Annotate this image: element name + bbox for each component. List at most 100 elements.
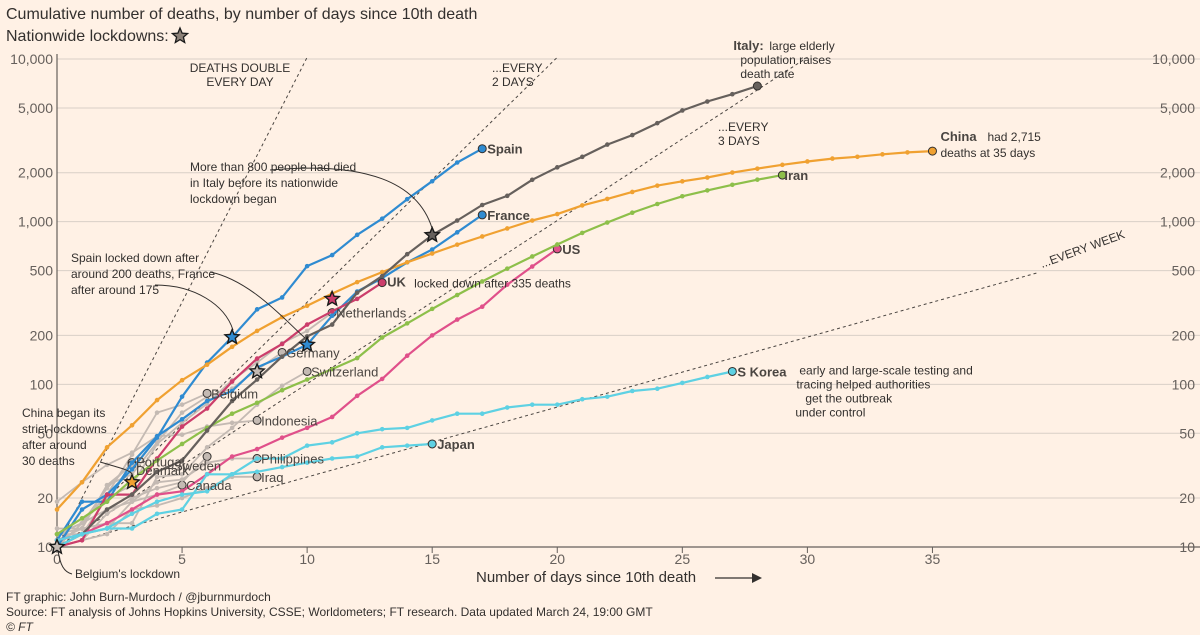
footer-source: Source: FT analysis of Johns Hopkins Uni… — [6, 605, 653, 619]
point-italy — [730, 91, 735, 97]
point-s-korea — [705, 374, 710, 380]
point-japan — [229, 471, 235, 477]
series-note-italy: large elderly — [769, 39, 834, 53]
x-tick-label: 35 — [925, 551, 941, 567]
y-tick-label-left: 200 — [30, 327, 54, 343]
point-uk — [329, 309, 335, 314]
point-iran — [680, 193, 685, 199]
lockdown-star-germany-icon — [248, 362, 266, 379]
lockdown-legend-star-icon — [170, 26, 190, 44]
point-spain — [129, 467, 135, 472]
point-uk — [279, 341, 285, 347]
point-iran — [655, 201, 660, 207]
point-iran — [404, 321, 410, 326]
point-iran — [379, 335, 385, 340]
point-japan — [104, 526, 110, 531]
point-italy — [655, 120, 660, 126]
series-label-germany: Germany — [286, 345, 340, 360]
y-tick-label-left: 10,000 — [10, 51, 53, 67]
series-label-italy: Italy: — [733, 38, 763, 53]
point-iran — [179, 441, 185, 447]
lockdown-star-spain-icon — [223, 327, 241, 345]
point-italy — [254, 377, 260, 382]
series-label-france: France — [487, 208, 530, 223]
point-switzerland — [302, 366, 312, 376]
series-label-spain: Spain — [487, 142, 522, 157]
point-italy — [379, 273, 385, 279]
footer-copyright: © FT — [6, 620, 35, 634]
point-france — [477, 210, 487, 220]
point-iraq — [104, 531, 110, 537]
point-iran — [54, 531, 60, 537]
series-label-sweden: Sweden — [174, 459, 221, 474]
point-iran — [429, 306, 435, 312]
point-china — [680, 179, 685, 184]
guide-label-2: EVERY DAY — [206, 75, 273, 89]
point-indonesia — [129, 450, 135, 455]
guide-label: ...EVERY — [718, 120, 768, 134]
point-china — [880, 152, 885, 157]
annotation-china-line-3: after around — [22, 438, 87, 452]
point-s-korea — [304, 443, 310, 448]
point-s-korea — [179, 507, 185, 512]
line-china — [56, 150, 933, 511]
point-us — [529, 264, 535, 269]
grid — [57, 58, 1200, 548]
point-china — [229, 344, 235, 350]
lockdown-markers — [48, 225, 442, 555]
y-tick-label-right: 500 — [1172, 263, 1196, 279]
point-iran — [354, 355, 360, 361]
point-switzerland — [229, 425, 235, 431]
series-label-netherlands: Netherlands — [336, 306, 407, 321]
point-s-korea — [254, 456, 260, 461]
guide-label-2: 3 DAYS — [718, 134, 760, 148]
point-uk — [377, 278, 387, 288]
point-spain — [179, 394, 185, 399]
point-s-korea — [529, 402, 535, 407]
point-iran — [730, 182, 735, 188]
point-sweden — [104, 511, 110, 517]
point-belgium — [179, 402, 185, 407]
point-iran — [254, 400, 260, 406]
point-china — [304, 303, 310, 309]
point-italy — [504, 193, 510, 199]
point-s-korea — [680, 380, 685, 386]
point-japan — [204, 488, 210, 494]
point-s-korea — [379, 426, 385, 432]
y-tick-label-left: 5,000 — [18, 100, 53, 116]
chart-subtitle: Nationwide lockdowns: — [6, 28, 169, 45]
series-label-portugal: Portugal — [136, 455, 185, 470]
point-iran — [279, 387, 285, 393]
line-s-korea — [56, 370, 733, 542]
point-uk — [304, 322, 310, 327]
point-iraq — [154, 503, 160, 508]
point-philippines — [204, 460, 210, 465]
point-uk — [179, 424, 185, 429]
annotation-china: China began its strict lockdowns after a… — [22, 406, 107, 468]
point-s-korea — [579, 396, 585, 402]
point-china — [780, 162, 785, 168]
point-italy — [204, 428, 210, 433]
x-axis-arrow-icon — [715, 573, 762, 583]
y-tick-label-left: 500 — [30, 263, 54, 279]
point-us — [229, 454, 235, 459]
series-note-s-korea: tracing helped authorities — [796, 377, 930, 391]
guide-label-2: 2 DAYS — [492, 75, 534, 89]
point-iran — [154, 458, 160, 463]
point-italy — [529, 177, 535, 183]
point-iran — [755, 177, 760, 182]
lockdown-star-uk-icon — [323, 289, 342, 307]
point-china — [805, 159, 810, 164]
y-tick-label-left: 100 — [30, 376, 54, 392]
y-tick-label-left: 2,000 — [18, 165, 53, 181]
point-italy — [129, 492, 135, 497]
point-spain — [279, 295, 285, 300]
point-us — [504, 282, 510, 287]
point-china — [905, 150, 910, 155]
annotation-china-line-2: strict lockdowns — [22, 422, 107, 436]
x-tick-label: 25 — [675, 551, 691, 567]
series-china — [54, 146, 937, 512]
point-s-korea — [404, 425, 410, 431]
point-netherlands — [179, 420, 185, 426]
point-iran — [104, 499, 110, 504]
